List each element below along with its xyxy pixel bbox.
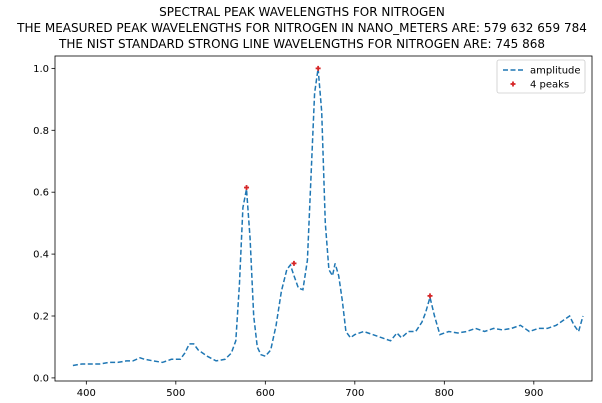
x-tick-label: 400 xyxy=(77,388,96,399)
legend-peaks-swatch xyxy=(510,81,516,87)
peak-marker xyxy=(244,185,250,191)
x-tick-label: 600 xyxy=(256,388,275,399)
plot-area xyxy=(72,65,584,367)
y-tick-label: 1.0 xyxy=(33,64,49,75)
amplitude-series-line xyxy=(72,68,584,367)
peak-marker xyxy=(315,65,321,71)
y-tick-label: 0.2 xyxy=(33,312,49,323)
peak-marker xyxy=(427,293,433,299)
legend-peaks-label: 4 peaks xyxy=(530,80,569,91)
legend-amplitude-label: amplitude xyxy=(530,66,581,77)
legend-box xyxy=(496,59,586,94)
y-tick-label: 0.0 xyxy=(33,373,49,384)
x-tick-label: 900 xyxy=(524,388,543,399)
chart-title-line-2: THE MEASURED PEAK WAVELENGTHS FOR NITROG… xyxy=(16,21,587,35)
y-tick-label: 0.6 xyxy=(33,188,49,199)
x-tick-label: 700 xyxy=(345,388,364,399)
chart-title-line-3: THE NIST STANDARD STRONG LINE WAVELENGTH… xyxy=(58,37,545,51)
legend: amplitude 4 peaks xyxy=(496,59,586,94)
plot-frame xyxy=(54,55,593,382)
x-tick-label: 800 xyxy=(435,388,454,399)
y-tick-label: 0.4 xyxy=(33,250,49,261)
chart-title: SPECTRAL PEAK WAVELENGTHS FOR NITROGEN T… xyxy=(16,5,587,51)
chart-title-line-1: SPECTRAL PEAK WAVELENGTHS FOR NITROGEN xyxy=(159,5,445,19)
x-tick-label: 500 xyxy=(166,388,185,399)
y-tick-label: 0.8 xyxy=(33,126,49,137)
peak-marker xyxy=(291,260,297,266)
axes: 400 500 600 700 800 900 0.0 0.2 0.4 0.6 0.8 1.0 xyxy=(33,55,593,399)
